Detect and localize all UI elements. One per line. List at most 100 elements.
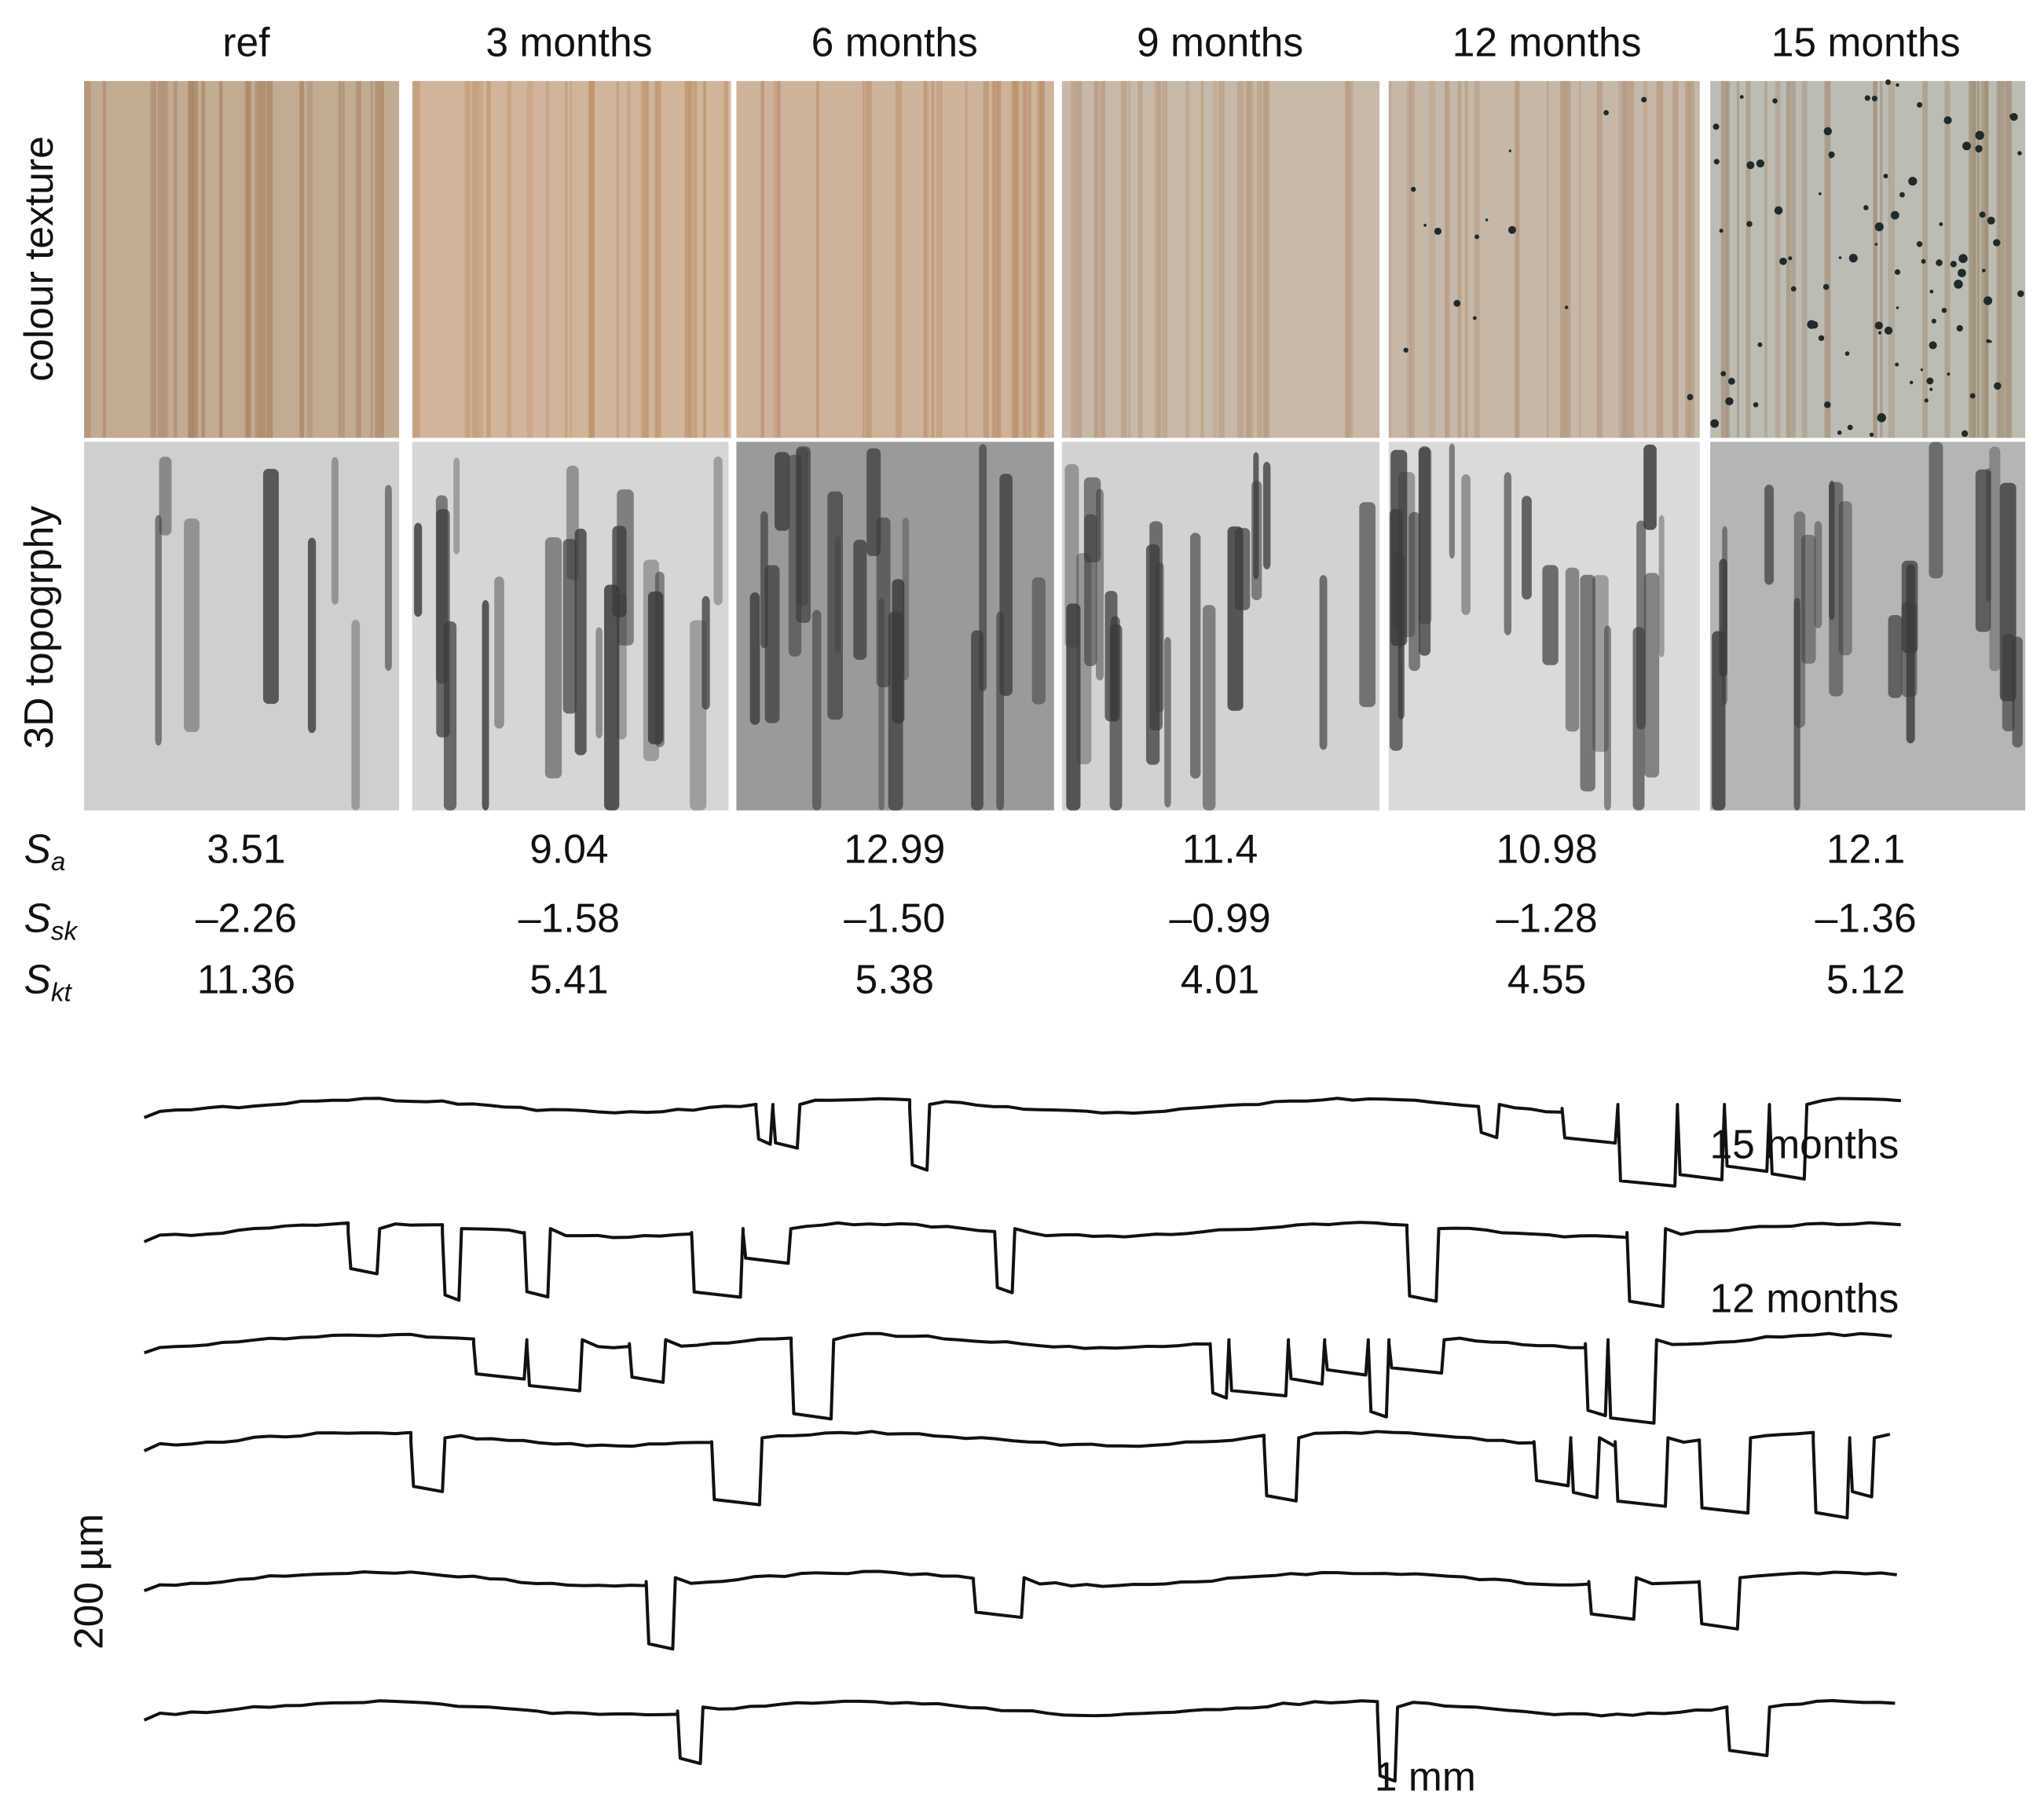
mould-spot bbox=[2017, 151, 2022, 156]
topography-groove bbox=[1110, 616, 1120, 722]
mould-spot bbox=[1824, 401, 1831, 408]
mould-spot bbox=[1779, 257, 1787, 265]
wood-streak bbox=[1656, 81, 1664, 438]
wood-streak bbox=[1888, 81, 1896, 438]
parameter-subscript: sk bbox=[51, 917, 79, 946]
parameter-value: 11.4 bbox=[1182, 826, 1258, 871]
mould-spot bbox=[1958, 254, 1968, 263]
parameter-value: 9.04 bbox=[529, 826, 608, 871]
mould-spot bbox=[1507, 225, 1516, 234]
wood-streak bbox=[1185, 81, 1189, 438]
topography-groove bbox=[1522, 496, 1532, 600]
wood-streak bbox=[1120, 81, 1127, 438]
wood-streak bbox=[545, 81, 549, 438]
mould-spot bbox=[1720, 371, 1727, 377]
topography-groove bbox=[713, 456, 723, 606]
wood-streak bbox=[1257, 81, 1263, 438]
mould-spot bbox=[1947, 372, 1951, 376]
mould-spot bbox=[1986, 339, 1991, 343]
wood-streak bbox=[1011, 81, 1018, 438]
mould-spot bbox=[1874, 321, 1883, 330]
topography-groove bbox=[595, 627, 603, 738]
topography-groove bbox=[1190, 533, 1201, 779]
mould-spot bbox=[1713, 159, 1720, 165]
parameter-value: 5.12 bbox=[1826, 957, 1905, 1002]
mould-spot bbox=[1739, 95, 1744, 99]
topography-groove bbox=[764, 565, 780, 723]
wood-streak bbox=[1021, 81, 1025, 438]
parameter-value: –1.50 bbox=[844, 895, 945, 940]
wood-streak bbox=[1873, 81, 1877, 438]
wood-streak bbox=[157, 81, 165, 438]
parameter-subscript: kt bbox=[51, 979, 73, 1008]
column-label: 3 months bbox=[485, 20, 652, 65]
wood-streak bbox=[1720, 81, 1728, 438]
column-label: 9 months bbox=[1137, 20, 1303, 65]
mould-spot bbox=[1871, 95, 1878, 102]
wood-streak bbox=[965, 81, 968, 438]
topography-groove bbox=[2012, 636, 2023, 748]
mould-spot bbox=[1819, 192, 1822, 196]
topography-groove bbox=[1083, 477, 1101, 562]
parameter-symbol: S bbox=[24, 957, 51, 1002]
mould-spot bbox=[1485, 218, 1489, 222]
mould-spot bbox=[1710, 419, 1720, 428]
wood-streak bbox=[564, 81, 568, 438]
mould-spot bbox=[1895, 362, 1899, 367]
row-label: colour texture bbox=[16, 136, 61, 382]
wood-streak bbox=[1200, 81, 1204, 438]
topography-groove bbox=[1164, 637, 1171, 807]
wood-streak bbox=[863, 81, 865, 438]
mould-spot bbox=[1838, 256, 1842, 259]
wood-streak bbox=[1824, 81, 1831, 438]
wood-streak bbox=[375, 81, 381, 438]
topography-image bbox=[84, 441, 400, 811]
topography-groove bbox=[1565, 567, 1580, 732]
mould-spot bbox=[1987, 216, 1995, 225]
topography-groove bbox=[1203, 605, 1216, 811]
parameter-value: –2.26 bbox=[196, 895, 297, 940]
mould-spot bbox=[1746, 221, 1753, 227]
wood-streak bbox=[702, 81, 706, 438]
mould-spot bbox=[1890, 211, 1899, 220]
mould-spot bbox=[1896, 306, 1899, 309]
wood-streak bbox=[1429, 81, 1436, 438]
wood-streak bbox=[1213, 81, 1218, 438]
parameter-value: –1.58 bbox=[518, 895, 620, 940]
wood-streak bbox=[1559, 81, 1567, 438]
topography-groove bbox=[1359, 502, 1376, 708]
parameter-symbol: S bbox=[24, 895, 51, 940]
wood-streak bbox=[259, 81, 266, 438]
wood-streak bbox=[1736, 81, 1740, 438]
mould-spot bbox=[1883, 174, 1888, 179]
mould-spot bbox=[1818, 335, 1825, 342]
topography-groove bbox=[1643, 573, 1660, 778]
wood-streak bbox=[655, 81, 661, 438]
topography-groove bbox=[853, 540, 867, 660]
topography-groove bbox=[876, 517, 891, 688]
wood-streak bbox=[507, 81, 512, 438]
column-label: ref bbox=[222, 20, 270, 65]
topography-groove bbox=[811, 610, 822, 811]
mould-spot bbox=[1712, 123, 1720, 130]
wood-streak bbox=[1038, 81, 1045, 438]
mould-spot bbox=[1719, 229, 1723, 233]
topography-groove bbox=[1801, 534, 1816, 664]
topography-groove bbox=[453, 457, 460, 555]
wood-streak bbox=[478, 81, 484, 438]
topography-groove bbox=[1989, 446, 2001, 672]
wood-streak bbox=[616, 81, 619, 438]
parameter-value: 3.51 bbox=[207, 826, 285, 871]
mould-spot bbox=[1908, 177, 1918, 186]
wood-streak bbox=[1621, 81, 1628, 438]
mould-spot bbox=[1746, 161, 1755, 170]
wood-streak bbox=[1347, 81, 1354, 438]
mould-spot bbox=[1989, 340, 1992, 343]
mould-spot bbox=[2017, 290, 2024, 298]
parameter-value: 12.1 bbox=[1826, 826, 1905, 871]
wood-streak bbox=[1801, 81, 1808, 438]
mould-spot bbox=[1848, 254, 1858, 263]
mould-spot bbox=[1975, 130, 1984, 141]
